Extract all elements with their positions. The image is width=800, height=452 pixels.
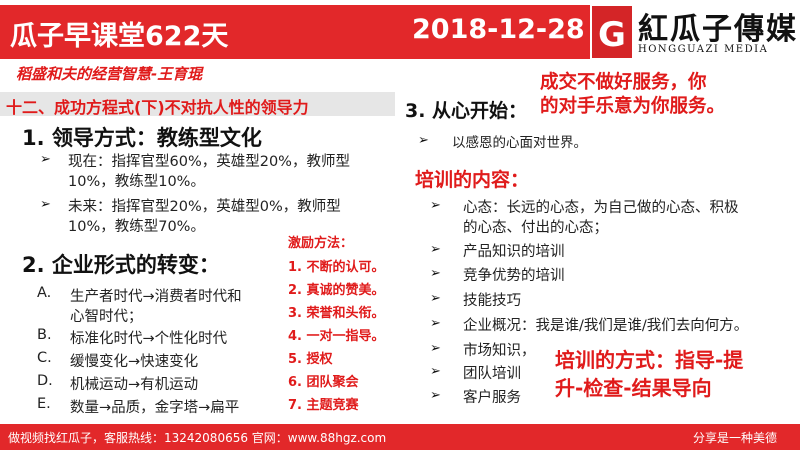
callout-line: 的对手乐意为你服务。 (540, 96, 726, 117)
bullet-line: 10%，教练型70%。 (68, 219, 205, 235)
training-method: 升-检查-结果导向 (555, 376, 712, 400)
item-text: 心智时代； (70, 309, 143, 325)
training-method: 培训的方式：指导-提 (555, 348, 744, 372)
logo-english: HONGGUAZI MEDIA (638, 44, 769, 55)
incentive-item: 1. 不断的认可。 (288, 260, 385, 275)
footer-bar (0, 424, 800, 450)
item-text: 生产者时代→消费者时代和 (70, 289, 242, 305)
footer-slogan: 分享是一种美德 (693, 431, 778, 445)
item-text: 数量→品质，金字塔→扁平 (70, 400, 240, 416)
footer-contact: 做视频找红瓜子，客服热线：13242080656 官网：www.88hgz.co… (8, 431, 387, 445)
training-title: 培训的内容： (415, 169, 530, 191)
section-bar (0, 92, 395, 116)
item-text: 标准化时代→个性化时代 (70, 331, 228, 347)
item-letter: C. (37, 350, 52, 366)
logo-name: 紅瓜子傳媒 (638, 12, 798, 47)
training-item: 企业概况：我是谁/我们是谁/我们去向何方。 (463, 318, 749, 334)
arrow-bullet-icon: ➢ (40, 197, 51, 212)
arrow-bullet-icon: ➢ (430, 364, 441, 379)
logo: G 紅瓜子傳媒 HONGGUAZI MEDIA (592, 2, 798, 60)
bullet-line: 以感恩的心面对世界。 (452, 135, 587, 151)
heading-from-heart: 3. 从心开始： (405, 100, 528, 122)
incentive-item: 7. 主题竞赛 (288, 398, 359, 413)
arrow-bullet-icon: ➢ (430, 198, 441, 213)
training-item: 的心态、付出的心态； (463, 220, 608, 236)
arrow-bullet-icon: ➢ (430, 388, 441, 403)
logo-mark: G (592, 6, 632, 58)
arrow-bullet-icon: ➢ (430, 316, 441, 331)
training-item: 产品知识的培训 (463, 244, 565, 260)
arrow-bullet-icon: ➢ (430, 266, 441, 281)
training-item: 竞争优势的培训 (463, 268, 565, 284)
training-item: 团队培训 (463, 366, 521, 382)
bullet-line: 未来：指挥官型20%，英雄型0%，教师型 (68, 199, 341, 215)
item-letter: A. (37, 285, 52, 301)
item-letter: D. (37, 373, 53, 389)
section-title: 十二、成功方程式(下)不对抗人性的领导力 (6, 98, 309, 117)
training-item: 客户服务 (463, 390, 521, 406)
incentive-item: 3. 荣誉和头衔。 (288, 306, 385, 321)
arrow-bullet-icon: ➢ (430, 242, 441, 257)
training-item: 技能技巧 (463, 293, 521, 309)
header-bar (0, 5, 590, 59)
incentive-item: 4. 一对一指导。 (288, 329, 385, 344)
header-title: 瓜子早课堂622天 (10, 21, 229, 52)
arrow-bullet-icon: ➢ (418, 133, 429, 148)
item-text: 机械运动→有机运动 (70, 377, 199, 393)
item-letter: B. (37, 327, 52, 343)
bullet-line: 现在：指挥官型60%，英雄型20%，教师型 (68, 154, 350, 170)
arrow-bullet-icon: ➢ (430, 341, 441, 356)
item-text: 缓慢变化→快速变化 (70, 354, 199, 370)
arrow-bullet-icon: ➢ (430, 291, 441, 306)
callout-line: 成交不做好服务，你 (540, 72, 707, 93)
incentive-item: 6. 团队聚会 (288, 375, 359, 390)
incentive-item: 5. 授权 (288, 352, 333, 367)
training-item: 心态：长远的心态，为自己做的心态、积极 (463, 200, 739, 216)
incentive-title: 激励方法： (288, 236, 354, 251)
heading-enterprise: 2. 企业形式的转变： (22, 253, 220, 277)
subtitle: 稻盛和夫的经营智慧-王育琨 (16, 65, 203, 83)
item-letter: E. (37, 396, 51, 412)
bullet-line: 10%，教练型10%。 (68, 174, 205, 190)
header-date: 2018-12-28 (412, 14, 585, 45)
arrow-bullet-icon: ➢ (40, 152, 51, 167)
incentive-item: 2. 真诚的赞美。 (288, 283, 385, 298)
training-item: 市场知识， (463, 343, 536, 359)
heading-leadership: 1. 领导方式：教练型文化 (22, 126, 262, 150)
